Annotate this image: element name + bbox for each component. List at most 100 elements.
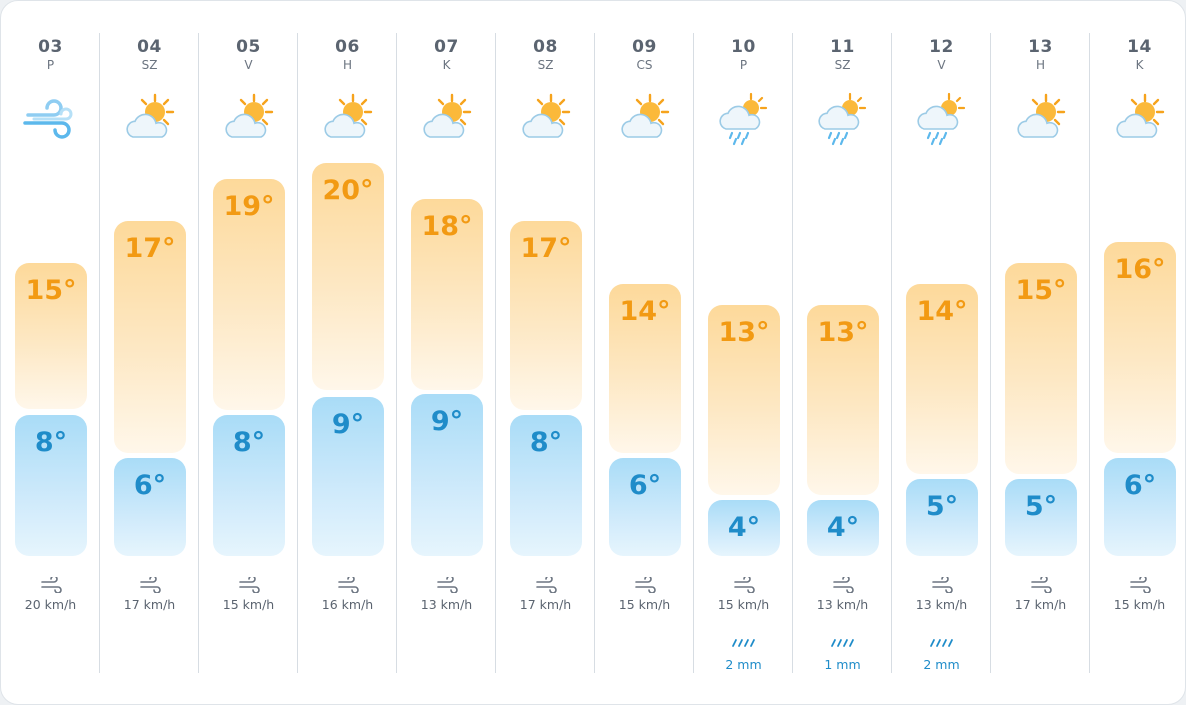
sun-cloud-icon <box>126 93 175 138</box>
high-temp-bar: 17° <box>114 221 186 453</box>
wind-speed: 15 km/h <box>1113 597 1166 612</box>
column-divider <box>693 33 694 673</box>
sun-cloud-icon <box>522 93 571 138</box>
sun-cloud-icon <box>1017 93 1066 138</box>
low-temp: 5° <box>1024 491 1058 522</box>
wind-speed-icon <box>140 577 161 593</box>
day-date: 14 <box>1127 37 1152 57</box>
low-temp-bar: 8° <box>213 415 285 556</box>
high-temp-bar: 20° <box>312 163 384 390</box>
high-temp-bar: 18° <box>411 199 483 390</box>
low-temp: 9° <box>430 406 464 437</box>
day-of-week: SZ <box>141 58 158 72</box>
high-temp-bar: 19° <box>213 179 285 410</box>
high-temp-bar: 13° <box>708 305 780 495</box>
wind-speed-icon <box>437 577 458 593</box>
low-temp-bar: 4° <box>708 500 780 556</box>
high-temp: 13° <box>718 317 770 348</box>
wind-speed-icon <box>239 577 260 593</box>
precipitation-amount: 1 mm <box>824 657 861 672</box>
day-date: 03 <box>38 37 63 57</box>
wind-speed: 15 km/h <box>222 597 275 612</box>
day-of-week: H <box>1035 58 1046 72</box>
low-temp-bar: 5° <box>1005 479 1077 556</box>
wind-speed-icon <box>536 577 557 593</box>
day-date: 10 <box>731 37 756 57</box>
precipitation-amount: 2 mm <box>923 657 960 672</box>
precipitation-icon <box>831 639 854 647</box>
low-temp-bar: 6° <box>609 458 681 556</box>
day-of-week: V <box>244 58 253 72</box>
high-temp: 13° <box>817 317 869 348</box>
high-temp-bar: 15° <box>15 263 87 409</box>
day-column[interactable]: 04 SZ 17° 6° 17 km/h <box>100 33 199 673</box>
high-temp: 15° <box>1015 275 1067 306</box>
day-date: 08 <box>533 37 558 57</box>
low-temp: 8° <box>529 427 563 458</box>
wind-speed: 17 km/h <box>1014 597 1067 612</box>
day-date: 09 <box>632 37 657 57</box>
sun-rain-cloud-icon <box>719 92 768 146</box>
day-column[interactable]: 08 SZ 17° 8° 17 km/h <box>496 33 595 673</box>
column-divider <box>990 33 991 673</box>
column-divider <box>297 33 298 673</box>
day-column[interactable]: 12 V 14° 5° 13 km/h <box>892 33 991 673</box>
low-temp: 6° <box>628 470 662 501</box>
wind-speed: 20 km/h <box>24 597 77 612</box>
low-temp: 8° <box>34 427 68 458</box>
wind-icon <box>23 99 73 139</box>
day-column[interactable]: 05 V 19° 8° 15 km/h <box>199 33 298 673</box>
day-column[interactable]: 06 H 20° 9° 16 km/h <box>298 33 397 673</box>
low-temp-bar: 5° <box>906 479 978 556</box>
low-temp: 4° <box>826 512 860 543</box>
high-temp-bar: 17° <box>510 221 582 410</box>
low-temp-bar: 6° <box>1104 458 1176 556</box>
day-column[interactable]: 09 CS 14° 6° 15 km/h <box>595 33 694 673</box>
low-temp: 9° <box>331 409 365 440</box>
day-of-week: P <box>739 58 748 72</box>
wind-speed-icon <box>41 577 62 593</box>
day-of-week: CS <box>636 58 653 72</box>
wind-speed-icon <box>635 577 656 593</box>
wind-speed: 17 km/h <box>123 597 176 612</box>
wind-speed: 17 km/h <box>519 597 572 612</box>
sun-cloud-icon <box>621 93 670 138</box>
low-temp: 4° <box>727 512 761 543</box>
column-divider <box>891 33 892 673</box>
high-temp: 17° <box>520 233 572 264</box>
day-column[interactable]: 10 P 13° 4° 15 km/h <box>694 33 793 673</box>
day-date: 12 <box>929 37 954 57</box>
high-temp-bar: 13° <box>807 305 879 495</box>
day-column[interactable]: 13 H 15° 5° 17 km/h <box>991 33 1090 673</box>
wind-speed-icon <box>932 577 953 593</box>
high-temp-bar: 15° <box>1005 263 1077 474</box>
day-date: 13 <box>1028 37 1053 57</box>
high-temp: 14° <box>619 296 671 327</box>
high-temp: 19° <box>223 191 275 222</box>
day-date: 04 <box>137 37 162 57</box>
day-column[interactable]: 07 K 18° 9° 13 km/h <box>397 33 496 673</box>
day-column[interactable]: 14 K 16° 6° 15 km/h <box>1090 33 1185 673</box>
day-date: 11 <box>830 37 855 57</box>
column-divider <box>99 33 100 673</box>
sun-rain-cloud-icon <box>917 92 966 146</box>
day-of-week: P <box>46 58 55 72</box>
high-temp-bar: 14° <box>609 284 681 453</box>
low-temp-bar: 9° <box>411 394 483 556</box>
day-column[interactable]: 03 P 15° 8° 20 km/h <box>1 33 100 673</box>
wind-speed-icon <box>1031 577 1052 593</box>
wind-speed: 13 km/h <box>816 597 869 612</box>
low-temp: 5° <box>925 491 959 522</box>
column-divider <box>495 33 496 673</box>
day-column[interactable]: 11 SZ 13° 4° 13 km/h <box>793 33 892 673</box>
day-of-week: SZ <box>834 58 851 72</box>
low-temp-bar: 9° <box>312 397 384 556</box>
day-of-week: V <box>937 58 946 72</box>
high-temp: 17° <box>124 233 176 264</box>
sun-rain-cloud-icon <box>818 92 867 146</box>
wind-speed: 15 km/h <box>618 597 671 612</box>
wind-speed: 13 km/h <box>915 597 968 612</box>
precipitation-amount: 2 mm <box>725 657 762 672</box>
low-temp: 8° <box>232 427 266 458</box>
